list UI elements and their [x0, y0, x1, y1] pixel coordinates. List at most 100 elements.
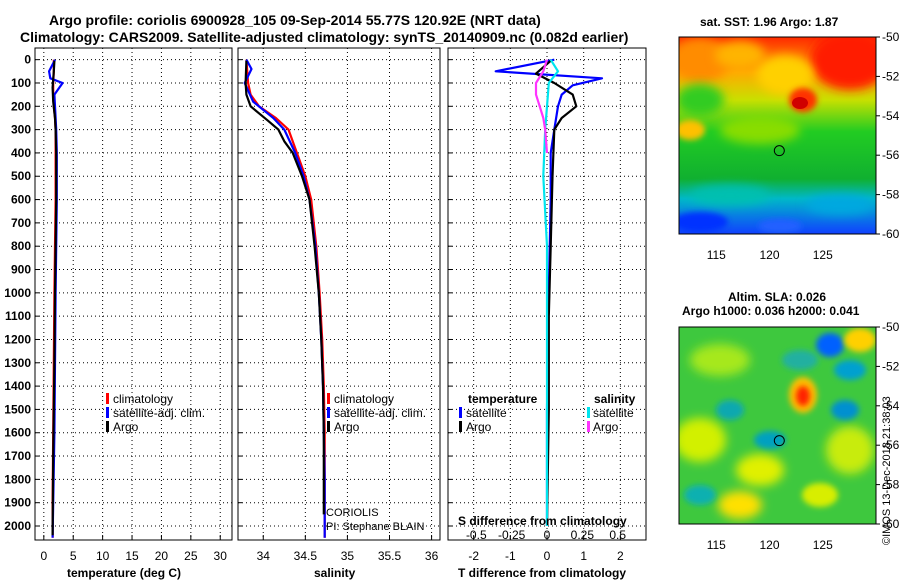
legend-title-temperature: temperature	[468, 392, 538, 406]
legend-swatch-climatology	[327, 393, 330, 404]
legend-argo: Argo	[334, 420, 360, 434]
salinity-xlabel: salinity	[314, 566, 356, 580]
legend-climatology: climatology	[113, 392, 173, 406]
depth-tick-label: 600	[11, 193, 31, 207]
legend-swatch-argo	[106, 421, 109, 432]
depth-tick-label: 100	[11, 76, 31, 90]
depth-tick-label: 1700	[4, 449, 31, 463]
sst-profile-marker	[773, 145, 785, 157]
depth-axis: 0 100 200 300 400 500 600 700 800 900 1000 1100 1200…	[4, 53, 31, 533]
map-lon-label: 120	[759, 538, 779, 552]
depth-tick-label: 1200	[4, 332, 31, 346]
legend-sal-argo: Argo	[593, 420, 619, 434]
map-lat-label: -52	[882, 359, 900, 373]
depth-tick-label: 500	[11, 169, 31, 183]
map-lat-label: -50	[882, 320, 900, 334]
temperature-xlabel: temperature (deg C)	[67, 566, 181, 580]
map-lon-label: 115	[707, 248, 726, 262]
x-tick-label: 10	[96, 549, 110, 563]
x-tick-label: 25	[184, 549, 198, 563]
depth-tick-label: 1300	[4, 356, 31, 370]
map-lat-label: -54	[882, 109, 900, 123]
depth-tick-label: 1800	[4, 472, 31, 486]
legend-satellite-adj: satellite-adj. clim.	[334, 406, 426, 420]
sst-map: sat. SST: 1.96 Argo: 1.87 -50-52-54-56-5…	[678, 15, 900, 262]
map-lon-label: 125	[813, 538, 833, 552]
sla-field	[679, 327, 876, 524]
x-tick-label: 0	[40, 549, 47, 563]
x-tick-label: 1	[580, 549, 587, 563]
legend-temp-argo: Argo	[466, 420, 492, 434]
x-tick-label: 34.5	[294, 549, 318, 563]
sla-map-title1: Altim. SLA: 0.026	[728, 290, 826, 304]
s-difference-label: S difference from climatology	[458, 514, 627, 528]
legend-title-salinity: salinity	[594, 392, 636, 406]
legend-swatch-temp-satellite	[459, 407, 462, 418]
x-tick-label: -2	[468, 549, 479, 563]
map-lat-label: -54	[882, 399, 900, 413]
pi-label: PI: Stephane BLAIN	[326, 521, 425, 533]
series-line-argo	[51, 60, 58, 536]
temperature-legend: climatology satellite-adj. clim. Argo	[106, 392, 205, 434]
salinity-panel: 34 34.5 35 35.5 36 climatology satellite-adj…	[237, 47, 441, 580]
map-lat-label: -52	[882, 69, 900, 83]
salinity-legend: climatology satellite-adj. clim. Argo	[327, 392, 426, 434]
map-lat-label: -56	[882, 148, 900, 162]
legend-swatch-satellite	[327, 407, 330, 418]
s-difference-tick-label: -0.25	[498, 528, 526, 542]
depth-tick-label: 1100	[5, 309, 31, 323]
map-lat-label: -58	[882, 478, 900, 492]
s-difference-tick-label: 0.25	[571, 528, 595, 542]
legend-argo: Argo	[113, 420, 139, 434]
sst-field	[679, 37, 876, 234]
depth-tick-label: 400	[11, 146, 31, 160]
depth-tick-label: 1000	[4, 286, 31, 300]
imos-credit: ©IMOS 13-Dec-2018 21:38:03	[881, 396, 893, 545]
depth-tick-label: 900	[11, 263, 31, 277]
x-tick-label: 34	[257, 549, 271, 563]
t-difference-xlabel: T difference from climatology	[458, 566, 626, 580]
legend-swatch-argo	[327, 421, 330, 432]
series-line-argo	[244, 60, 325, 515]
x-tick-label: 2	[617, 549, 624, 563]
map-lat-label: -56	[882, 438, 900, 452]
legend-swatch-sal-argo	[587, 421, 590, 432]
sst-map-title: sat. SST: 1.96 Argo: 1.87	[700, 15, 839, 29]
legend-swatch-climatology	[106, 393, 109, 404]
temperature-panel: 0 5 10 15 20 25 30 climatology satellite-adj. …	[34, 47, 233, 580]
legend-climatology: climatology	[334, 392, 394, 406]
depth-tick-label: 1600	[4, 426, 31, 440]
s-difference-tick-label: 0.5	[609, 528, 626, 542]
depth-tick-label: 2000	[4, 519, 31, 533]
depth-tick-label: 800	[11, 239, 31, 253]
x-tick-label: 30	[214, 549, 228, 563]
x-tick-label: 0	[544, 549, 551, 563]
map-lat-label: -60	[882, 517, 900, 531]
header-line1: Argo profile: coriolis 6900928_105 09-Se…	[49, 12, 541, 28]
legend-swatch-sal-satellite	[587, 407, 590, 418]
x-tick-label: 35.5	[378, 549, 402, 563]
map-lon-label: 125	[813, 248, 833, 262]
legend-temp-satellite: satellite	[466, 406, 507, 420]
map-lat-label: -60	[882, 227, 900, 241]
sla-map-axes: -50 -52 -54 -56 -58 -60 115 120 125	[707, 320, 900, 552]
legend-sal-satellite: satellite	[593, 406, 634, 420]
depth-tick-label: 0	[24, 53, 31, 67]
x-tick-label: 15	[125, 549, 139, 563]
difference-legend: temperature satellite Argo salinity sate…	[459, 392, 636, 434]
legend-swatch-satellite	[106, 407, 109, 418]
depth-tick-label: 1400	[4, 379, 31, 393]
s-difference-ticks: -0.5 -0.25 0 0.25 0.5	[466, 528, 626, 542]
header-line2: Climatology: CARS2009. Satellite-adjuste…	[20, 29, 628, 45]
depth-tick-label: 300	[11, 123, 31, 137]
sla-profile-marker	[773, 435, 785, 447]
map-lon-label: 120	[759, 248, 779, 262]
s-difference-tick-label: -0.5	[466, 528, 487, 542]
x-tick-label: 5	[70, 549, 77, 563]
map-lat-label: -50	[882, 30, 900, 44]
s-difference-tick-label: 0	[544, 528, 551, 542]
legend-satellite-adj: satellite-adj. clim.	[113, 406, 205, 420]
map-lon-label: 115	[707, 538, 726, 552]
legend-swatch-temp-argo	[459, 421, 462, 432]
